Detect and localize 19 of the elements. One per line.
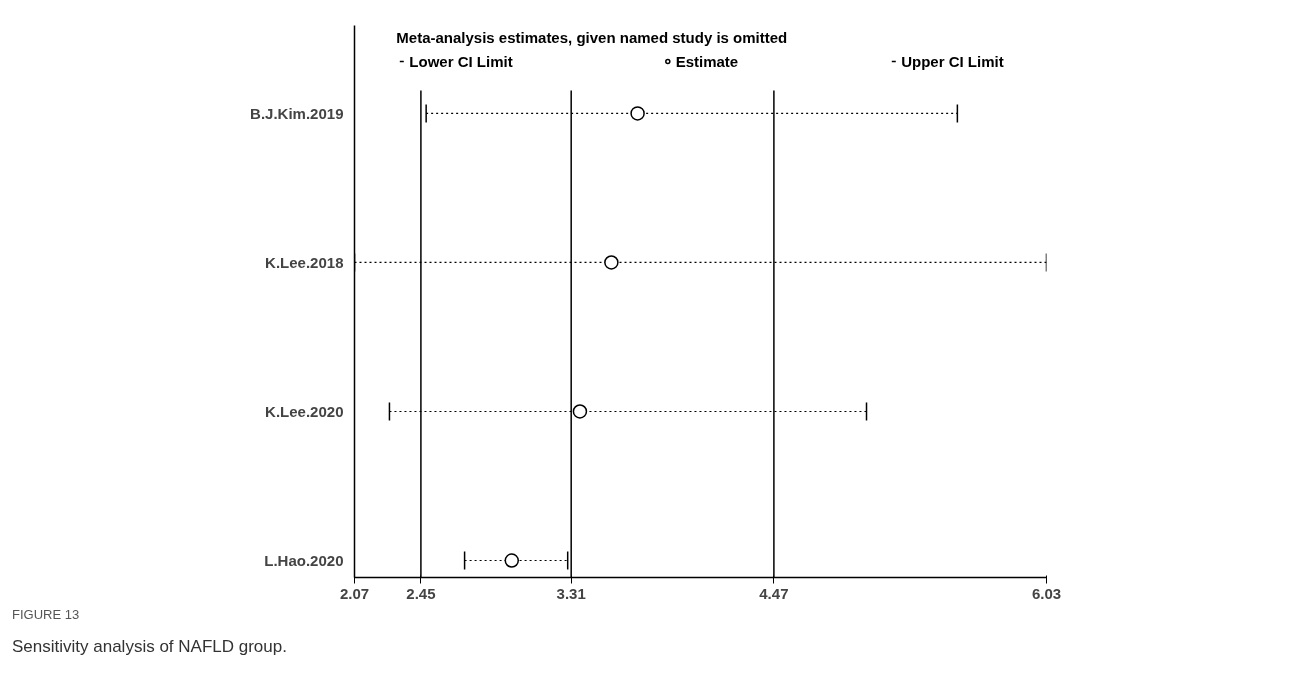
x-tick-label: 2.45: [406, 584, 436, 602]
point: [504, 553, 520, 568]
point: [604, 255, 619, 270]
x-tick-label: 3.31: [556, 584, 586, 602]
y-tick-label: B.J.Kim.2019: [250, 104, 344, 122]
text: Upper CI Limit: [901, 52, 1004, 70]
legend-title: Meta-analysis estimates, given named study is omitted: [396, 29, 789, 46]
x-tick-label: 6.03: [1031, 584, 1062, 602]
x-tick-label: 4.47: [759, 584, 789, 602]
y-tick-label: K.Lee.2020: [265, 402, 344, 420]
y-tick-label: L.Hao.2020: [264, 552, 344, 570]
legend-label: Estimate: [675, 52, 739, 70]
caption: FIGURE 13: [12, 606, 80, 624]
text: Sensitivity analysis of NAFLD group.: [12, 635, 287, 658]
y-tick-label: K.Lee.2018: [265, 253, 344, 271]
text: Lower CI Limit: [409, 52, 513, 70]
point: [630, 106, 645, 121]
point: [572, 404, 588, 419]
x-tick-label: 2.07: [339, 584, 370, 602]
